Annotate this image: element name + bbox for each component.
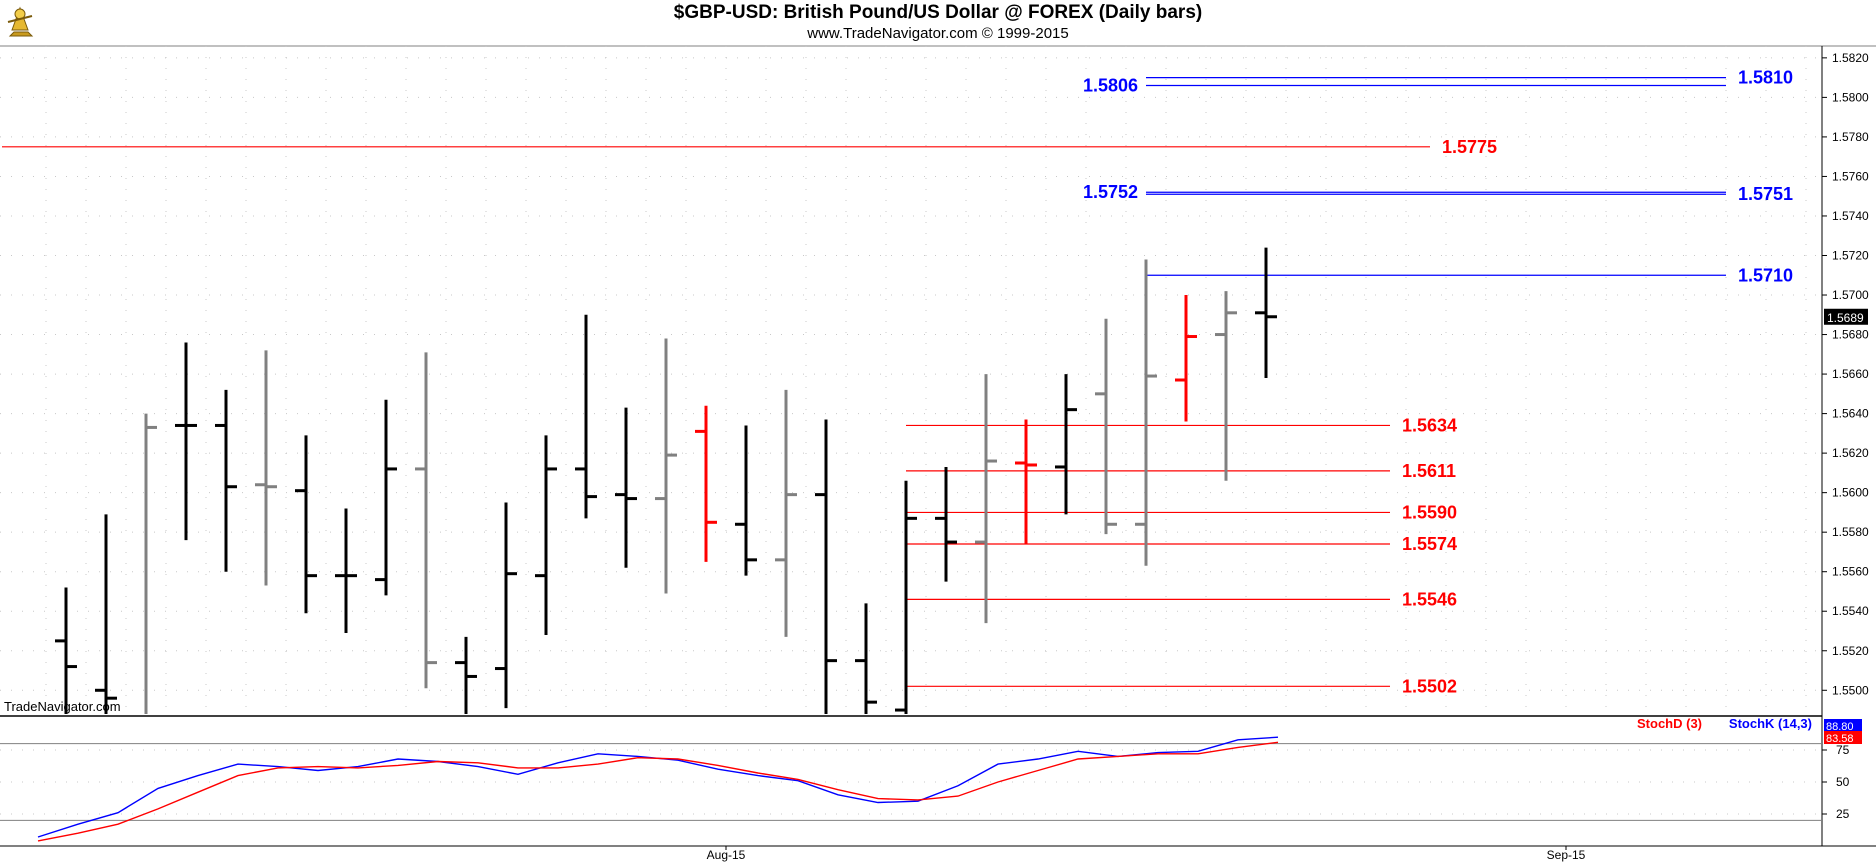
level-label-1.5751: 1.5751 [1738, 184, 1793, 204]
stoch-tick-label: 25 [1836, 807, 1850, 821]
ohlc-bar [1215, 291, 1237, 481]
level-label-1.5710: 1.5710 [1738, 265, 1793, 285]
ohlc-bar [415, 352, 437, 689]
watermark: TradeNavigator.com [4, 699, 121, 714]
ohlc-bar [615, 407, 637, 568]
ohlc-bar [1095, 318, 1117, 535]
ohlc-bar [255, 350, 277, 586]
ohlc-bar [575, 314, 597, 519]
last-price-box [1824, 308, 1868, 325]
price-tick-label: 1.5640 [1832, 407, 1869, 421]
ohlc-bar [695, 405, 717, 562]
level-label-1.5806: 1.5806 [1083, 76, 1138, 96]
price-tick-label: 1.5540 [1832, 604, 1869, 618]
level-label-1.5574: 1.5574 [1402, 534, 1457, 554]
price-tick-label: 1.5600 [1832, 486, 1869, 500]
level-label-1.5546: 1.5546 [1402, 589, 1457, 609]
ohlc-bar [655, 338, 677, 594]
ohlc-bar [1135, 259, 1157, 566]
stochd-value-box [1824, 731, 1862, 744]
ohlc-bar [335, 508, 357, 633]
ohlc-bar [775, 389, 797, 637]
ohlc-bar [735, 425, 757, 576]
chart-subtitle: www.TradeNavigator.com © 1999-2015 [807, 25, 1069, 42]
legend-stochk: StochK (14,3) [1729, 716, 1812, 731]
price-tick-label: 1.5800 [1832, 90, 1869, 104]
ohlc-bar [95, 514, 117, 714]
ohlc-bar [1015, 419, 1037, 545]
stochk-value-label: 88.80 [1826, 721, 1854, 733]
price-tick-label: 1.5780 [1832, 130, 1869, 144]
ohlc-bar [1255, 247, 1277, 379]
ohlc-bar [495, 502, 517, 709]
ohlc-bar [935, 466, 957, 582]
price-tick-label: 1.5520 [1832, 644, 1869, 658]
chart-title: $GBP-USD: British Pound/US Dollar @ FORE… [673, 2, 1203, 23]
ohlc-bar [144, 413, 157, 714]
ohlc-bar [455, 636, 477, 714]
ohlc-bar [375, 399, 397, 596]
price-tick-label: 1.5660 [1832, 367, 1869, 381]
ohlc-bar [855, 603, 877, 714]
trade-navigator-logo-icon [4, 2, 38, 45]
level-label-1.5752: 1.5752 [1083, 182, 1138, 202]
ohlc-bar [1175, 295, 1197, 422]
stoch-tick-label: 75 [1836, 743, 1850, 757]
price-tick-label: 1.5720 [1832, 248, 1869, 262]
price-tick-label: 1.5500 [1832, 683, 1869, 697]
stoch-line-red [37, 741, 1279, 842]
price-tick-label: 1.5580 [1832, 525, 1869, 539]
ohlc-bars [55, 247, 1277, 714]
grid [0, 46, 1822, 815]
price-tick-label: 1.5820 [1832, 51, 1869, 65]
level-label-1.5590: 1.5590 [1402, 502, 1457, 522]
ohlc-bar [535, 435, 557, 635]
ohlc-bar [295, 435, 317, 614]
ohlc-bar [975, 374, 997, 624]
stochk-value-box [1824, 719, 1862, 732]
ohlc-bar [1055, 374, 1077, 515]
ohlc-bar [215, 389, 237, 572]
level-label-1.5634: 1.5634 [1402, 415, 1457, 435]
price-tick-label: 1.5680 [1832, 328, 1869, 342]
ohlc-bar [55, 587, 77, 714]
level-label-1.5611: 1.5611 [1402, 461, 1456, 481]
level-label-1.5775: 1.5775 [1442, 137, 1497, 157]
stochd-value-label: 83.58 [1826, 733, 1854, 745]
last-price-label: 1.5689 [1827, 311, 1864, 325]
date-label: Aug-15 [707, 848, 746, 862]
stoch-tick-label: 50 [1836, 775, 1850, 789]
ohlc-bar [815, 419, 837, 714]
level-label-1.5502: 1.5502 [1402, 676, 1457, 696]
price-tick-label: 1.5740 [1832, 209, 1869, 223]
date-label: Sep-15 [1547, 848, 1586, 862]
price-tick-label: 1.5760 [1832, 169, 1869, 183]
price-tick-label: 1.5560 [1832, 565, 1869, 579]
ohlc-bar [895, 480, 917, 714]
ohlc-bar [175, 342, 197, 541]
plot-background [0, 46, 1876, 863]
price-tick-label: 1.5620 [1832, 446, 1869, 460]
legend-stochd: StochD (3) [1637, 716, 1702, 731]
price-tick-label: 1.5700 [1832, 288, 1869, 302]
level-label-1.5810: 1.5810 [1738, 68, 1793, 88]
